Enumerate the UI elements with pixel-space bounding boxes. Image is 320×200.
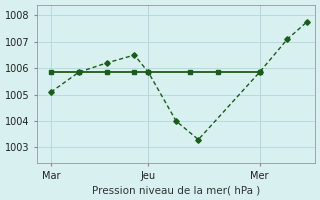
X-axis label: Pression niveau de la mer( hPa ): Pression niveau de la mer( hPa )	[92, 185, 260, 195]
